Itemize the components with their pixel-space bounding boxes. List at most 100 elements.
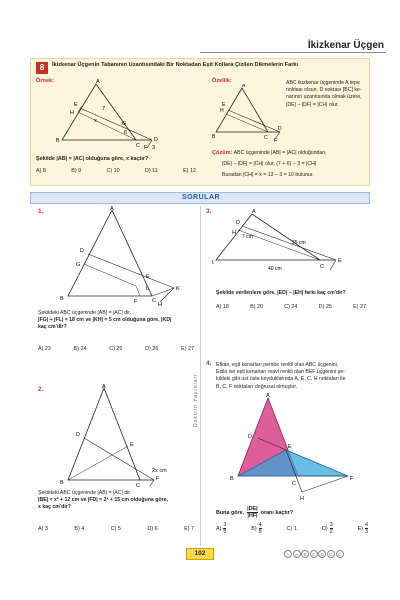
answer-key-item: 1 [284, 550, 292, 558]
q2-option-c[interactable]: C) 5 [110, 526, 121, 532]
q2-option-b[interactable]: B) 4 [74, 526, 85, 532]
q4-option-b[interactable]: B) 4 5 [251, 522, 262, 535]
q1-option-b[interactable]: B) 24 [73, 346, 87, 352]
q4-prompt-num: |DE| [247, 506, 258, 513]
question-4-figure: A D E B C H F [230, 393, 354, 502]
q2-option-d[interactable]: D) 6 [147, 526, 158, 532]
q1-line: |FG| + |FL| = 18 cm ve |KH| = 5 cm olduğ… [38, 317, 172, 324]
example-option-b[interactable]: B) 9 [71, 168, 82, 174]
q4-option-d[interactable]: D) 3 2 [322, 522, 333, 535]
example-option-a[interactable]: A) 8 [36, 168, 46, 174]
q3-option-c[interactable]: C) 24 [284, 304, 298, 310]
q1-option-e[interactable]: E) 27 [181, 346, 194, 352]
prop-label-H: H [220, 108, 224, 114]
property-label: Özellik: [212, 78, 232, 84]
question-3-number: 3. [206, 208, 212, 215]
q4-prompt-fraction: |DE| |HF| [247, 506, 258, 519]
topic-box [30, 58, 370, 186]
q4-label-B: B [230, 476, 234, 482]
question-1-options: A) 23 B) 24 C) 25 D) 26 E) 27 [38, 346, 194, 352]
q3-label-40cm: 40 cm [268, 266, 282, 272]
q1-option-c[interactable]: C) 25 [109, 346, 123, 352]
prop-label-B: B [212, 134, 216, 140]
example-option-c[interactable]: C) 10 [106, 168, 120, 174]
sorular-banner: SORULAR [30, 192, 370, 204]
q1-label-F: F [134, 299, 138, 305]
prop-label-C: C [264, 135, 268, 141]
answer-key-item: B [301, 550, 310, 558]
ex-label-7: 7 [102, 106, 105, 112]
q4-line: kildeki gibi üst üste koyduklarında A, E… [216, 376, 346, 383]
q3-label-E: E [338, 258, 342, 264]
q1-label-L: L [146, 286, 149, 292]
solution-block: Çözüm: ABC üçgeninde |AB| = |AC| olduğun… [212, 150, 368, 180]
q4-option-a[interactable]: A) 3 5 [216, 522, 227, 535]
question-4-number: 4. [206, 360, 212, 367]
q4-option-e[interactable]: E) 4 3 [357, 522, 368, 535]
q1-label-B: B [60, 296, 64, 302]
prop-label-E: E [222, 102, 226, 108]
q2-label-F: F [156, 476, 160, 482]
q1-label-C: C [152, 298, 156, 304]
question-4-prompt: Buna göre, |DE| |HF| oranı kaçtır? [216, 506, 376, 519]
solution-line: ABC üçgeninde |AB| = |AC| olduğundan, [233, 150, 327, 156]
property-line: narının uzantısında olmak üzere, [286, 94, 362, 101]
question-4-options: A) 3 5 B) 4 5 C) 1 D) 3 2 E) 4 3 [216, 522, 368, 535]
q3-option-d[interactable]: D) 25 [318, 304, 332, 310]
topic-title: İkizkenar Üçgenin Tabanının Uzantısındak… [52, 62, 299, 68]
question-3-options: A) 18 B) 20 C) 24 D) 25 E) 27 [216, 304, 366, 310]
q3-option-e[interactable]: E) 27 [353, 304, 366, 310]
answer-key-item: A [292, 550, 301, 558]
q4-prompt-prefix: Buna göre, [216, 509, 245, 516]
q4-label-C: C [292, 481, 296, 487]
q3-label-A: A [252, 209, 256, 215]
topic-number-badge: 8 [36, 62, 48, 74]
q3-label-B: B [212, 260, 214, 266]
example-question: Şekilde |AB| = |AC| olduğuna göre, x kaç… [36, 156, 149, 162]
q2-option-a[interactable]: A) 3 [38, 526, 48, 532]
q3-option-b[interactable]: B) 20 [250, 304, 264, 310]
q4-prompt-den: |HF| [247, 513, 258, 519]
ex-label-C: C [136, 143, 140, 149]
q3-label-C: C [320, 264, 324, 270]
q1-label-K: K [176, 286, 180, 292]
ex-label-x: x [94, 118, 97, 124]
answer-key-item: C [309, 550, 318, 558]
page-number: 102 [186, 548, 214, 560]
q3-option-a[interactable]: A) 18 [216, 304, 229, 310]
question-1-figure: A D G E B F L C H K [60, 206, 180, 306]
prop-label-F: F [274, 138, 277, 142]
answer-key-item: D [318, 550, 327, 558]
q3-label-25cm: 25 cm [292, 240, 306, 246]
q4-option-c[interactable]: C) 1 [286, 525, 298, 532]
question-4-text: Efkan, eşit kenarları pembe renkli olan … [216, 362, 372, 391]
q2-label-B: B [60, 480, 64, 486]
example-option-e[interactable]: E) 12 [183, 168, 196, 174]
q1-label-D: D [80, 248, 84, 254]
q4-line: B, C, F noktaları doğrusal olmuştur. [216, 383, 298, 390]
ex-label-H: H [70, 110, 74, 116]
page-title: İkizkenar Üçgen [307, 40, 384, 51]
side-brand-text: Doktrin Yayınları [193, 373, 199, 427]
q1-label-H: H [158, 302, 162, 306]
header-divider [200, 52, 386, 53]
q4-label-A: A [266, 393, 270, 399]
q1-label-A: A [110, 206, 114, 212]
q1-option-d[interactable]: D) 26 [145, 346, 159, 352]
question-1-text: Şekildeki ABC üçgeninde |AB| = |AC| dir.… [38, 310, 198, 332]
q4-label-H: H [300, 496, 304, 502]
q3-label-D: D [236, 220, 240, 226]
q2-option-e[interactable]: E) 7 [184, 526, 194, 532]
ex-label-6: 6 [124, 130, 127, 136]
q2-line: |BE| = x² + 12 cm ve |FD| = 2ˣ + 15 cm o… [38, 497, 168, 504]
prop-label-D: D [278, 126, 282, 132]
q1-option-a[interactable]: A) 23 [38, 346, 51, 352]
q4-line: Efkan, eşit kenarları pembe renkli olan … [216, 362, 339, 368]
question-2-options: A) 3 B) 4 C) 5 D) 6 E) 7 [38, 526, 194, 532]
column-divider [200, 206, 201, 546]
sorular-title: SORULAR [181, 194, 221, 201]
q2-label-length: 2x cm [152, 468, 167, 474]
example-option-d[interactable]: D) 11 [144, 168, 158, 174]
ex-label-A: A [96, 79, 100, 85]
blue-triangle-bef [237, 449, 349, 477]
